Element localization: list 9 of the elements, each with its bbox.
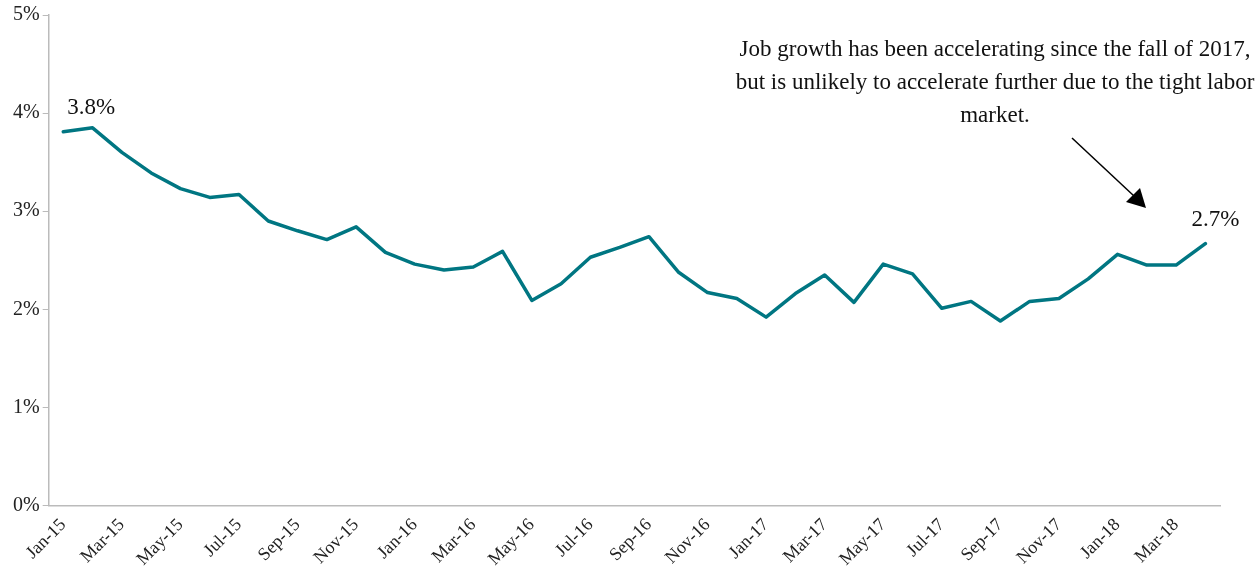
data-label: 3.8%	[67, 94, 116, 120]
y-tick-label: 3%	[12, 198, 40, 221]
y-tick-label: 4%	[12, 100, 40, 123]
data-label: 2.7%	[1191, 206, 1240, 232]
y-tick-label: 2%	[12, 296, 40, 319]
annotation: Job growth has been accelerating since the fall of 2017, but is unlikely to accelerate further due to the tight labor market.	[735, 35, 1255, 129]
y-tick-label: 0%	[12, 492, 40, 515]
y-tick-label: 1%	[12, 394, 40, 417]
y-tick-label: 5%	[12, 2, 40, 25]
